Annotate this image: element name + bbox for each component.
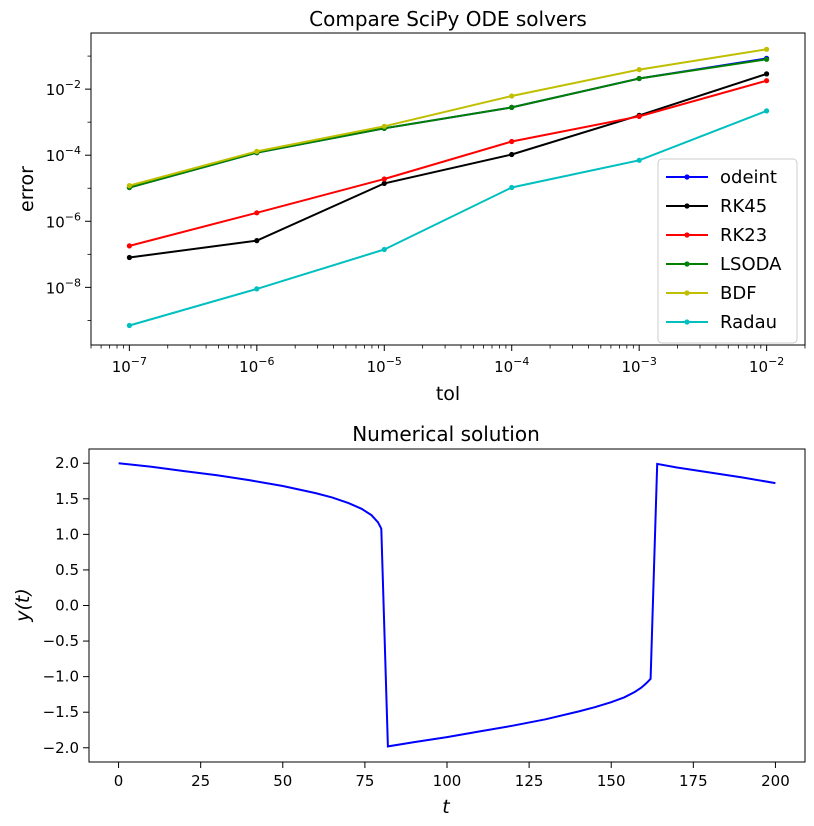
- x-axis-label: t: [442, 796, 451, 818]
- legend: odeint RK45 RK23 LSODA BDF Radau: [657, 158, 798, 344]
- legend-marker: [684, 319, 690, 325]
- x-tick-label: 10−4: [494, 355, 529, 376]
- chart-title: Numerical solution: [352, 422, 540, 446]
- legend-label: Radau: [720, 312, 777, 333]
- y-tick-label: 10−6: [46, 210, 81, 231]
- x-tick-label: 50: [273, 772, 292, 790]
- series-line-radau: [129, 109, 767, 327]
- data-point: [126, 254, 132, 261]
- legend-item-radau: Radau: [666, 312, 777, 333]
- y-tick-label: −1.0: [43, 668, 79, 686]
- series-line-lsoda: [129, 58, 767, 189]
- y-tick-label: 2.0: [55, 454, 79, 472]
- x-tick-label: 10−3: [622, 355, 657, 376]
- data-point: [764, 78, 770, 84]
- data-point: [254, 238, 260, 244]
- plot-area: [126, 46, 770, 329]
- legend-marker: [684, 290, 690, 296]
- series-line-bdf: [129, 48, 767, 187]
- legend-label: BDF: [720, 283, 757, 304]
- legend-item-bdf: BDF: [666, 283, 757, 304]
- data-point: [509, 93, 515, 99]
- legend-item-rk45: RK45: [666, 196, 767, 217]
- x-tick-label: 75: [355, 772, 374, 790]
- data-point: [381, 246, 387, 253]
- x-tick-label: 10−2: [749, 355, 784, 376]
- data-point: [636, 113, 642, 119]
- x-tick-label: 150: [597, 772, 626, 790]
- y-tick-label: 10−2: [46, 78, 81, 99]
- data-point: [636, 67, 642, 73]
- legend-item-odeint: odeint: [666, 167, 777, 188]
- data-point: [126, 183, 132, 189]
- x-tick-label: 10−5: [367, 355, 402, 376]
- data-point: [764, 56, 770, 62]
- y-axis-label: error: [16, 166, 38, 212]
- plot-area: [118, 462, 776, 748]
- y-tick-label: 1.5: [55, 490, 79, 508]
- x-tick-label: 10−6: [239, 355, 274, 376]
- data-point: [381, 176, 387, 182]
- axes-frame: [90, 32, 806, 346]
- data-point: [254, 148, 260, 154]
- x-tick-label: 0: [114, 772, 124, 790]
- data-point: [509, 104, 515, 110]
- data-point: [126, 322, 132, 329]
- x-tick-label: 200: [761, 772, 790, 790]
- legend-label: RK45: [720, 196, 767, 217]
- data-point: [764, 108, 770, 114]
- legend-marker: [684, 174, 690, 180]
- data-point: [509, 184, 515, 191]
- y-tick-label: 1.0: [55, 525, 79, 543]
- x-ticks: 0 25 50 75 100 125 150 175 200: [114, 762, 790, 790]
- data-point: [636, 157, 642, 163]
- legend-marker: [684, 203, 690, 209]
- x-tick-label: 125: [515, 772, 544, 790]
- y-tick-label: −2.0: [43, 739, 79, 757]
- legend-marker: [684, 232, 690, 238]
- data-point: [509, 138, 515, 145]
- series-line-rk23: [129, 79, 767, 247]
- y-ticks: 10−8 10−6 10−4 10−2: [46, 55, 91, 321]
- x-tick-label: 25: [191, 772, 210, 790]
- data-point: [636, 75, 642, 82]
- y-tick-label: 10−4: [46, 144, 81, 165]
- data-point: [126, 243, 132, 249]
- legend-label: RK23: [720, 225, 767, 246]
- legend-item-rk23: RK23: [666, 225, 767, 246]
- data-point: [764, 46, 770, 52]
- data-point: [381, 180, 387, 186]
- y-ticks: −2.0 −1.5 −1.0 −0.5 0.0 0.5 1.0 1.5 2.0: [43, 454, 89, 757]
- y-tick-label: 0.5: [55, 561, 79, 579]
- legend-label: odeint: [720, 167, 777, 188]
- solution-line: [118, 462, 776, 748]
- legend-item-lsoda: LSODA: [666, 254, 782, 275]
- x-tick-label: 175: [679, 772, 708, 790]
- series-line-rk45: [129, 72, 767, 259]
- legend-label: LSODA: [720, 254, 782, 275]
- x-tick-label: 10−7: [112, 355, 147, 376]
- x-tick-label: 100: [433, 772, 462, 790]
- data-point: [254, 286, 260, 292]
- axes-frame: [88, 448, 806, 763]
- data-point: [381, 123, 387, 129]
- y-tick-label: 10−8: [46, 276, 81, 297]
- x-ticks: 10−7 10−6 10−5 10−4 10−3 10−2: [90, 345, 806, 376]
- data-point: [254, 210, 260, 216]
- numerical-solution-chart: Numerical solution 0 25 50 75 100 125 150 175 20…: [12, 422, 806, 818]
- data-point: [764, 71, 770, 77]
- y-tick-label: −0.5: [43, 632, 79, 650]
- y-tick-label: 0.0: [55, 597, 79, 615]
- data-point: [509, 151, 515, 158]
- solver-comparison-chart: Compare SciPy ODE solvers 10−7 10−6 10−5 10…: [16, 7, 806, 405]
- legend-marker: [684, 261, 690, 267]
- y-tick-label: −1.5: [43, 703, 79, 721]
- chart-title: Compare SciPy ODE solvers: [309, 7, 587, 31]
- y-axis-label: y(t): [12, 588, 34, 623]
- x-axis-label: tol: [436, 383, 460, 405]
